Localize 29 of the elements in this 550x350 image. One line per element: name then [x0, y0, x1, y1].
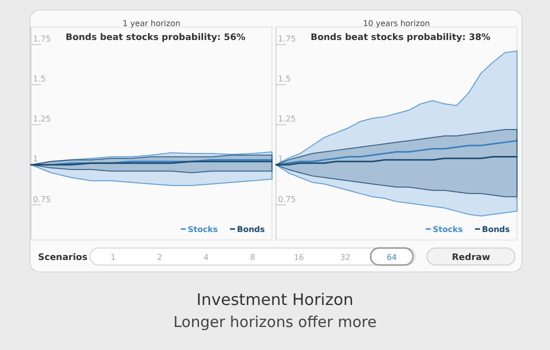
y-tick-label: 1.25	[278, 114, 296, 124]
legend-label: Bonds	[237, 225, 266, 234]
chart-subtitle: 1 year horizon	[122, 19, 180, 28]
y-tick-label: 1.75	[278, 34, 296, 44]
category-label: 32	[340, 253, 350, 262]
category-label: 2	[157, 253, 162, 262]
legend-label: Bonds	[482, 225, 510, 234]
y-tick-label: 1	[33, 154, 38, 164]
legend-label: Stocks	[432, 225, 463, 234]
text: Longer horizons offer more	[173, 313, 377, 331]
y-tick-label: 1.75	[33, 34, 51, 44]
y-tick-label: 1.5	[278, 74, 291, 84]
y-tick-label: 0.75	[278, 194, 296, 204]
y-tick-label: 1.5	[33, 74, 46, 84]
y-tick-label: 1.25	[33, 114, 51, 124]
text: Scenarios	[38, 253, 88, 263]
category-label: 8	[250, 253, 256, 262]
category-label: 16	[294, 253, 304, 262]
chart-subtitle: 10 years horizon	[363, 19, 430, 28]
text: Bonds beat stocks probability: 38%	[310, 33, 490, 43]
legend-label: Stocks	[188, 225, 218, 234]
category-label: 4	[204, 253, 209, 262]
text: Bonds beat stocks probability: 56%	[66, 33, 246, 43]
y-tick-label: 0.75	[33, 194, 51, 204]
category-label: 1	[110, 253, 116, 262]
text: Redraw	[452, 253, 490, 263]
y-tick-label: 1	[278, 154, 284, 164]
category-label: 64	[386, 253, 397, 262]
text: Investment Horizon	[196, 290, 354, 309]
